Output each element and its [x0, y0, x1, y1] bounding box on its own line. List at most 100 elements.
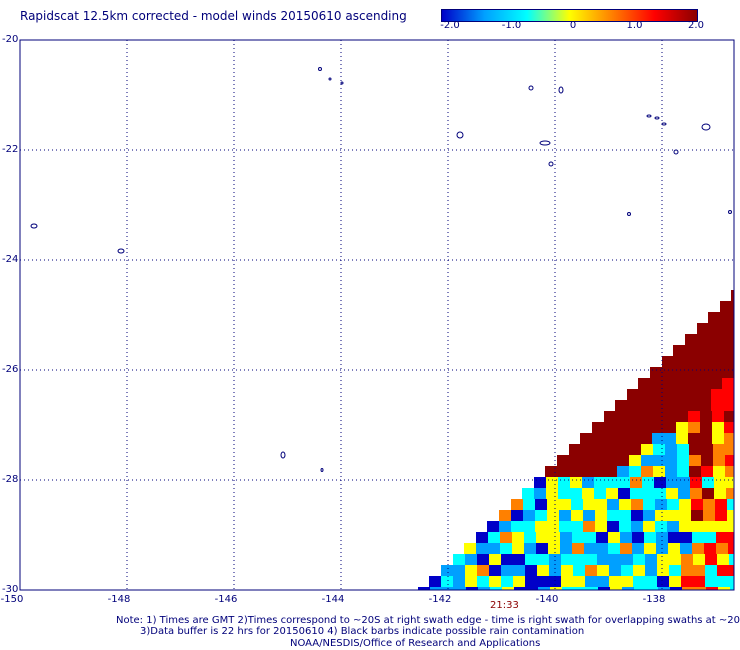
swath-cell	[691, 521, 703, 532]
swath-cell	[681, 565, 693, 576]
swath-cell	[583, 499, 595, 510]
swath-cell	[628, 433, 640, 444]
swath-cell	[706, 587, 718, 590]
swath-cell	[638, 378, 650, 389]
swath-cell	[441, 576, 453, 587]
swath-cell	[722, 367, 734, 378]
swath-cell	[666, 488, 678, 499]
swath-cell	[628, 411, 640, 422]
swath-cell	[651, 389, 663, 400]
swath-cell	[642, 477, 654, 488]
swath-cell	[464, 543, 476, 554]
swath-cell	[712, 433, 724, 444]
latitude-label: -24	[2, 254, 19, 265]
island-outline	[558, 86, 564, 94]
swath-cell	[592, 433, 604, 444]
island-outline	[528, 85, 534, 91]
swath-cell	[546, 477, 558, 488]
island-outline	[280, 451, 286, 459]
swath-cell	[715, 499, 727, 510]
longitude-label: -144	[321, 594, 345, 605]
swath-cell	[513, 576, 525, 587]
swath-cell	[644, 532, 656, 543]
swath-cell	[525, 576, 537, 587]
swath-cell	[488, 543, 500, 554]
swath-cell	[629, 455, 641, 466]
swath-cell	[724, 422, 734, 433]
swath-cell	[722, 356, 734, 367]
swath-cell	[711, 400, 723, 411]
swath-cell	[562, 587, 574, 590]
swath-cell	[685, 345, 697, 356]
swath-cell	[547, 510, 559, 521]
swath-cell	[465, 554, 477, 565]
swath-cell	[726, 477, 734, 488]
latitude-label: -26	[2, 364, 19, 375]
swath-cell	[501, 565, 513, 576]
swath-cell	[675, 400, 687, 411]
swath-cell	[664, 422, 676, 433]
swath-cell	[725, 444, 734, 455]
swath-cell	[525, 554, 537, 565]
swath-cell	[619, 510, 631, 521]
swath-cell	[711, 389, 723, 400]
swath-cell	[621, 554, 633, 565]
swath-cell	[584, 532, 596, 543]
swath-cell	[643, 510, 655, 521]
swath-cell	[524, 543, 536, 554]
swath-cell	[697, 323, 709, 334]
map-frame	[19, 39, 735, 591]
swath-cell	[537, 565, 549, 576]
swath-cell	[630, 488, 642, 499]
swath-cell	[571, 510, 583, 521]
swath-cell	[698, 378, 710, 389]
swath-cell	[665, 444, 677, 455]
swath-cell	[500, 543, 512, 554]
swath-cell	[652, 433, 664, 444]
swath-cell	[581, 466, 593, 477]
swath-cell	[489, 565, 501, 576]
swath-cell	[606, 477, 618, 488]
island-outline	[539, 140, 551, 146]
swath-cell	[573, 554, 585, 565]
swath-cell	[631, 521, 643, 532]
swath-cell	[597, 576, 609, 587]
swath-cell	[692, 532, 704, 543]
swath-cell	[645, 554, 657, 565]
swath-cell	[710, 367, 722, 378]
swath-cell	[607, 521, 619, 532]
note-line-2: 3)Data buffer is 22 hrs for 20150610 4) …	[140, 626, 585, 637]
swath-cell	[678, 477, 690, 488]
swath-cell	[500, 532, 512, 543]
swath-cell	[663, 400, 675, 411]
swath-cell	[511, 499, 523, 510]
swath-cell	[610, 587, 622, 590]
swath-cell	[616, 422, 628, 433]
swath-cell	[716, 532, 728, 543]
swath-cell	[686, 378, 698, 389]
swath-cell	[558, 488, 570, 499]
swath-cell	[549, 554, 561, 565]
swath-cell	[640, 411, 652, 422]
swath-cell	[713, 455, 725, 466]
swath-cell	[617, 466, 629, 477]
swath-cell	[584, 543, 596, 554]
swath-cell	[675, 389, 687, 400]
swath-cell	[731, 290, 734, 301]
swath-cell	[726, 488, 734, 499]
swath-cell	[699, 400, 711, 411]
swath-cell	[653, 466, 665, 477]
swath-cell	[604, 411, 616, 422]
swath-cell	[717, 576, 729, 587]
plot-title: Rapidscat 12.5km corrected - model winds…	[20, 9, 407, 23]
swath-cell	[560, 532, 572, 543]
swath-cell	[685, 334, 697, 345]
swath-cell	[535, 521, 547, 532]
swath-cell	[627, 389, 639, 400]
swath-cell	[593, 444, 605, 455]
swath-cell	[644, 543, 656, 554]
swath-cell	[709, 334, 721, 345]
swath-cell	[548, 543, 560, 554]
colorbar-tick-label: -1.0	[501, 20, 522, 31]
swath-cell	[669, 576, 681, 587]
